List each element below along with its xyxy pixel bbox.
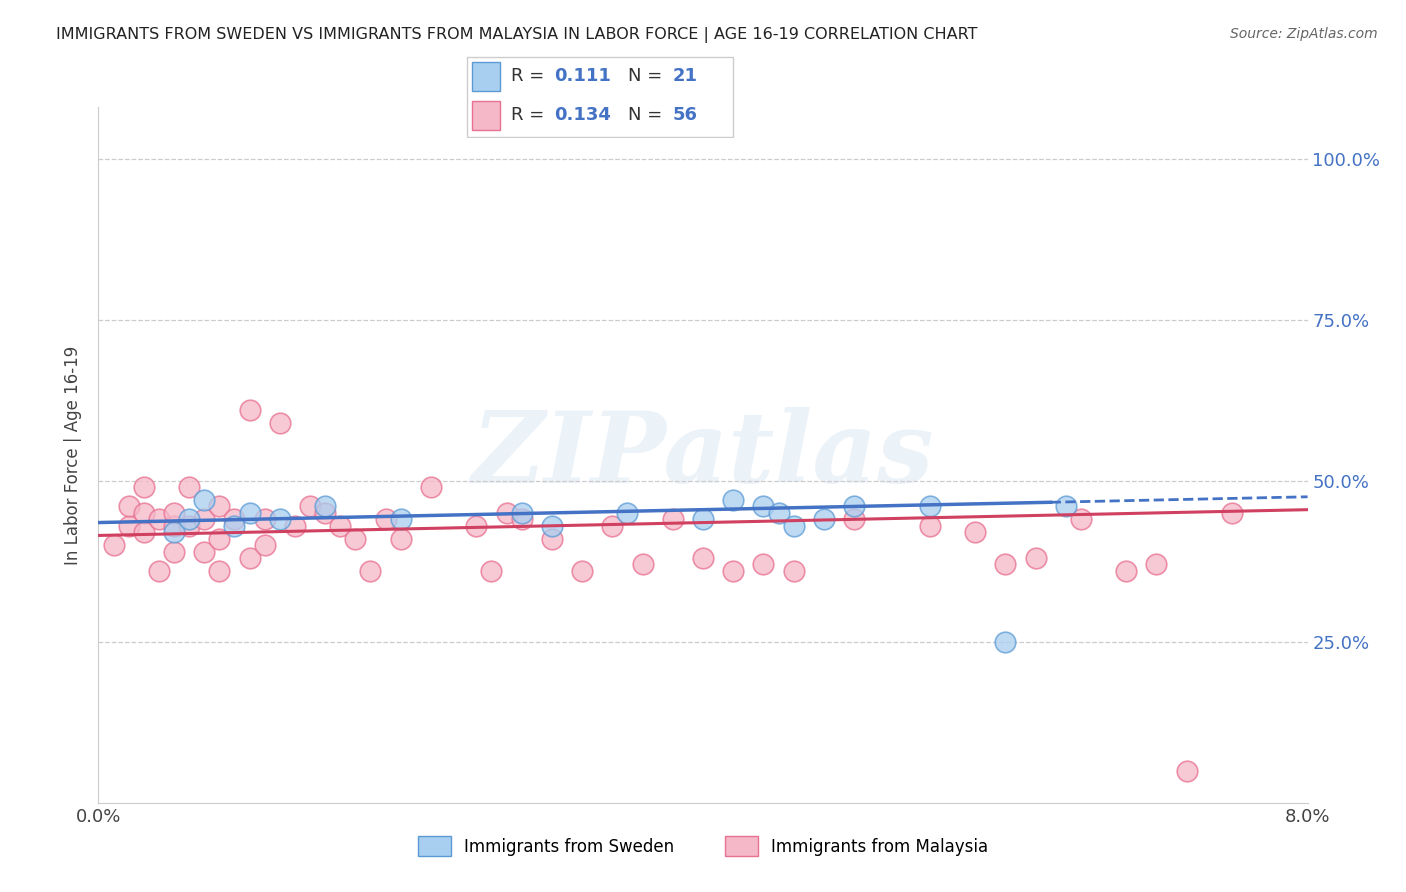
Text: 21: 21	[672, 68, 697, 86]
Point	[752, 500, 775, 514]
Point	[148, 512, 170, 526]
FancyBboxPatch shape	[467, 57, 733, 136]
Point	[918, 518, 941, 533]
Point	[1175, 764, 1198, 778]
Text: ZIPatlas: ZIPatlas	[472, 407, 934, 503]
Point	[768, 506, 790, 520]
Point	[269, 416, 291, 430]
Point	[692, 551, 714, 566]
Point	[495, 506, 517, 520]
Point	[782, 518, 804, 533]
Point	[389, 512, 412, 526]
Point	[844, 500, 866, 514]
Point	[132, 506, 155, 520]
Point	[253, 512, 276, 526]
Text: N =: N =	[628, 68, 668, 86]
Point	[389, 532, 412, 546]
Point	[359, 564, 381, 578]
Point	[193, 544, 215, 558]
Point	[844, 512, 866, 526]
Point	[510, 512, 533, 526]
Point	[163, 525, 186, 540]
Point	[1144, 558, 1167, 572]
Point	[540, 518, 562, 533]
Text: 0.111: 0.111	[554, 68, 612, 86]
Text: 0.134: 0.134	[554, 106, 612, 124]
Text: R =: R =	[510, 68, 550, 86]
Point	[465, 518, 488, 533]
Point	[1115, 564, 1137, 578]
Point	[479, 564, 503, 578]
Legend: Immigrants from Sweden, Immigrants from Malaysia: Immigrants from Sweden, Immigrants from …	[409, 828, 997, 864]
Point	[510, 506, 533, 520]
Point	[193, 493, 215, 508]
Text: Source: ZipAtlas.com: Source: ZipAtlas.com	[1230, 27, 1378, 41]
Point	[661, 512, 683, 526]
Point	[1220, 506, 1243, 520]
Point	[132, 525, 155, 540]
Bar	[472, 62, 499, 91]
Point	[132, 480, 155, 494]
Point	[269, 512, 291, 526]
Point	[284, 518, 307, 533]
Point	[965, 525, 987, 540]
Point	[239, 551, 262, 566]
Point	[994, 558, 1017, 572]
Point	[723, 564, 745, 578]
Point	[994, 634, 1017, 648]
Point	[723, 493, 745, 508]
Point	[253, 538, 276, 552]
Point	[239, 402, 262, 417]
Point	[118, 518, 141, 533]
Text: R =: R =	[510, 106, 550, 124]
Point	[374, 512, 396, 526]
Point	[419, 480, 441, 494]
Point	[602, 518, 624, 533]
Point	[179, 518, 201, 533]
Point	[208, 500, 231, 514]
Point	[782, 564, 804, 578]
Point	[314, 500, 336, 514]
Point	[163, 518, 186, 533]
Point	[344, 532, 367, 546]
Point	[208, 564, 231, 578]
Point	[631, 558, 654, 572]
Point	[571, 564, 593, 578]
Text: 56: 56	[672, 106, 697, 124]
Point	[179, 480, 201, 494]
Point	[239, 506, 262, 520]
Point	[616, 506, 638, 520]
Point	[163, 544, 186, 558]
Point	[918, 500, 941, 514]
Point	[752, 558, 775, 572]
Point	[329, 518, 352, 533]
Point	[1070, 512, 1092, 526]
Point	[1054, 500, 1077, 514]
Point	[314, 506, 336, 520]
Point	[1024, 551, 1046, 566]
Text: IMMIGRANTS FROM SWEDEN VS IMMIGRANTS FROM MALAYSIA IN LABOR FORCE | AGE 16-19 CO: IMMIGRANTS FROM SWEDEN VS IMMIGRANTS FRO…	[56, 27, 977, 43]
Text: N =: N =	[628, 106, 668, 124]
Point	[224, 512, 246, 526]
Point	[193, 512, 215, 526]
Point	[224, 518, 246, 533]
Point	[540, 532, 562, 546]
Point	[148, 564, 170, 578]
Bar	[472, 101, 499, 130]
Point	[118, 500, 141, 514]
Point	[692, 512, 714, 526]
Point	[208, 532, 231, 546]
Y-axis label: In Labor Force | Age 16-19: In Labor Force | Age 16-19	[63, 345, 82, 565]
Point	[299, 500, 322, 514]
Point	[103, 538, 125, 552]
Point	[179, 512, 201, 526]
Point	[163, 506, 186, 520]
Point	[813, 512, 835, 526]
